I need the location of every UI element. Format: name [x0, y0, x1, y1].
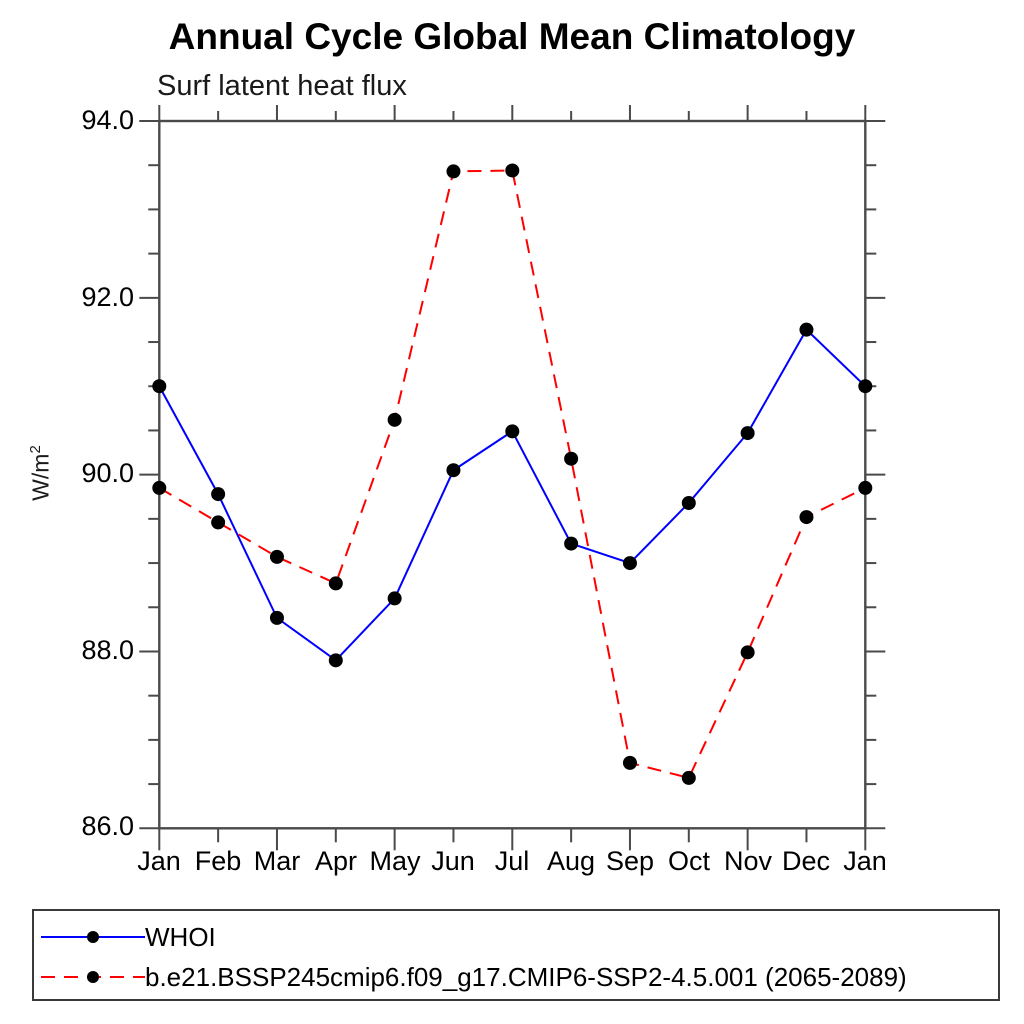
legend-label-model: b.e21.BSSP245cmip6.f09_g17.CMIP6-SSP2-4.…: [145, 962, 907, 992]
plot-subtitle: Surf latent heat flux: [157, 70, 407, 102]
data-point: [269, 610, 284, 625]
data-point: [858, 480, 873, 495]
data-point: [211, 487, 226, 502]
legend: WHOI b.e21.BSSP245cmip6.f09_g17.CMIP6-SS…: [32, 909, 1000, 1001]
xtick-label: Feb: [194, 846, 242, 876]
data-point: [505, 424, 520, 439]
data-point: [799, 322, 814, 337]
data-point: [564, 536, 579, 551]
ytick-label: 92.0: [81, 281, 134, 312]
axis-frame: [158, 119, 867, 830]
data-point: [152, 480, 167, 495]
data-point: [152, 379, 167, 394]
xtick-label: Oct: [667, 846, 710, 876]
xtick-label: Dec: [781, 846, 830, 876]
data-point: [269, 549, 284, 564]
xtick-label: May: [369, 846, 421, 876]
data-point: [858, 379, 873, 394]
data-point: [211, 515, 226, 530]
data-point: [446, 463, 461, 478]
xtick-label: Aug: [546, 846, 596, 876]
data-point: [681, 495, 696, 510]
xtick-label: Mar: [253, 846, 301, 876]
data-point: [681, 770, 696, 785]
legend-marker-dot: [87, 931, 99, 943]
data-point: [446, 164, 461, 179]
legend-swatch-whoi: [41, 931, 145, 943]
ytick-label: 88.0: [81, 635, 134, 665]
xtick-label: Jan: [137, 846, 181, 876]
ytick-label: 90.0: [81, 458, 134, 488]
data-point: [799, 510, 814, 525]
data-point: [740, 645, 755, 660]
data-point: [622, 556, 637, 571]
data-point: [564, 451, 579, 466]
series-line-0: [158, 328, 866, 662]
data-point: [505, 163, 520, 178]
page-title: Annual Cycle Global Mean Climatology: [168, 16, 856, 57]
xtick-label: Nov: [723, 846, 772, 876]
data-point: [740, 426, 755, 441]
data-point: [328, 653, 343, 668]
ytick-label: 94.0: [81, 105, 134, 135]
data-point: [622, 755, 637, 770]
xtick-label: Jul: [494, 846, 530, 876]
series-line-1: [158, 169, 866, 780]
legend-marker-dot: [87, 971, 99, 983]
data-point: [387, 412, 402, 427]
xtick-label: Sep: [605, 846, 655, 876]
data-point: [387, 591, 402, 606]
ytick-label: 86.0: [81, 811, 134, 841]
legend-label-whoi: WHOI: [145, 922, 216, 952]
legend-swatch-model: [41, 971, 145, 983]
xtick-label: Jun: [431, 846, 475, 876]
xtick-label: Jan: [843, 846, 887, 876]
data-point: [328, 576, 343, 591]
xtick-label: Apr: [314, 846, 358, 876]
